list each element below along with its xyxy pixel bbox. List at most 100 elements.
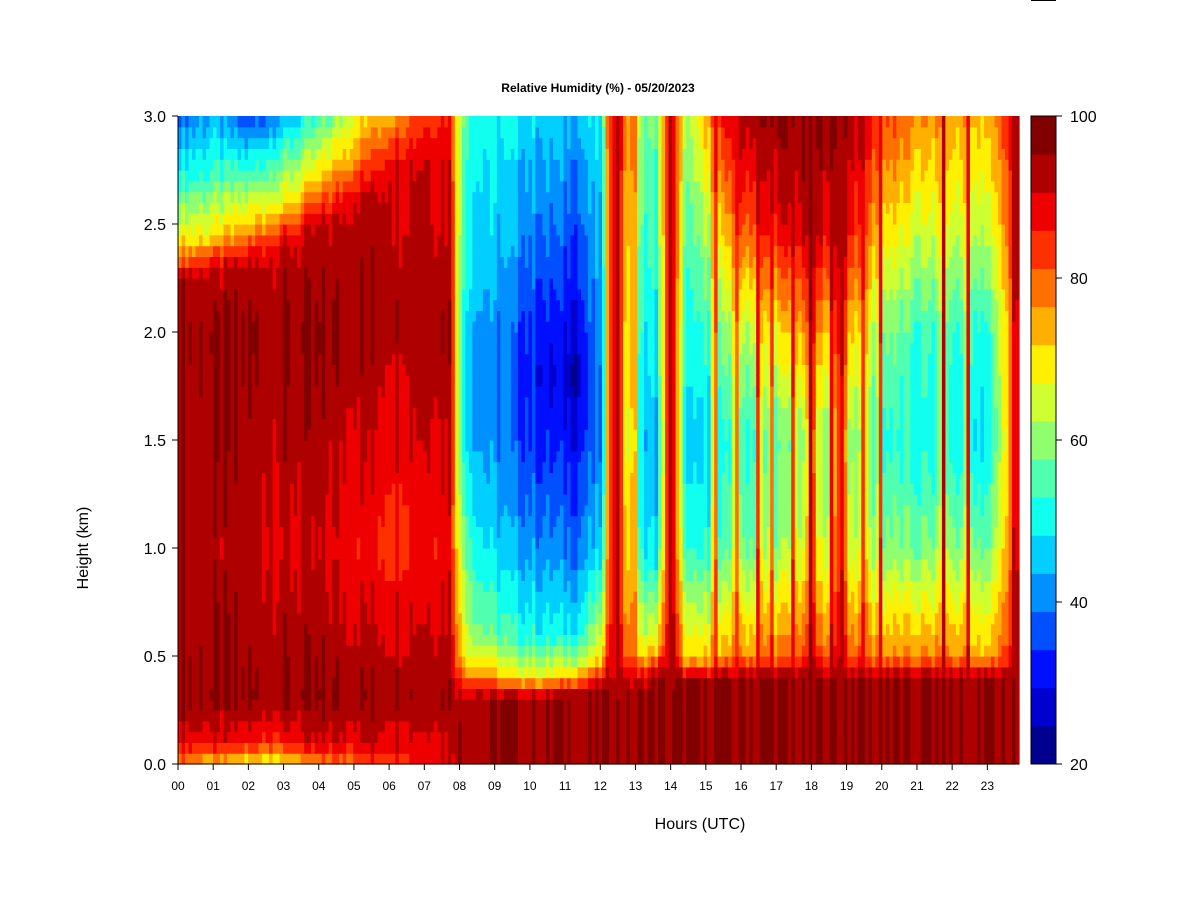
heatmap-cell — [374, 450, 379, 463]
heatmap-cell — [325, 656, 330, 668]
heatmap-cell — [433, 267, 438, 279]
heatmap-cell — [430, 170, 435, 182]
heatmap-cell — [360, 645, 365, 657]
heatmap-cell — [342, 245, 347, 257]
heatmap-cell — [405, 580, 410, 592]
heatmap-cell — [248, 612, 253, 625]
heatmap-cell — [395, 526, 400, 538]
heatmap-cell — [451, 310, 456, 322]
heatmap-cell — [356, 742, 361, 754]
heatmap-cell — [461, 666, 466, 679]
heatmap-cell — [241, 170, 246, 182]
heatmap-cell — [325, 353, 330, 365]
heatmap-cell — [279, 137, 284, 149]
heatmap-cell — [423, 148, 428, 160]
heatmap-cell — [220, 159, 225, 171]
heatmap-cell — [318, 364, 323, 376]
heatmap-cell — [451, 116, 456, 128]
heatmap-cell — [325, 569, 330, 581]
heatmap-cell — [188, 666, 193, 679]
heatmap-cell — [328, 548, 333, 560]
heatmap-cell — [321, 580, 326, 592]
heatmap-cell — [248, 116, 253, 128]
heatmap-cell — [279, 548, 284, 560]
heatmap-cell — [384, 126, 389, 139]
heatmap-cell — [230, 645, 235, 657]
heatmap-cell — [430, 256, 435, 268]
heatmap-cell — [444, 353, 449, 365]
heatmap-cell — [255, 288, 260, 301]
heatmap-cell — [248, 450, 253, 463]
heatmap-cell — [367, 364, 372, 376]
heatmap-cell — [181, 407, 186, 419]
heatmap-cell — [405, 375, 410, 387]
heatmap-cell — [363, 656, 368, 668]
heatmap-cell — [395, 191, 400, 203]
heatmap-cell — [367, 126, 372, 139]
heatmap-cell — [419, 353, 424, 365]
heatmap-cell — [213, 753, 218, 765]
heatmap-cell — [381, 515, 386, 527]
heatmap-cell — [447, 267, 452, 279]
heatmap-cell — [395, 429, 400, 441]
heatmap-cell — [304, 234, 309, 247]
heatmap-cell — [279, 364, 284, 376]
heatmap-cell — [216, 137, 221, 149]
heatmap-cell — [426, 310, 431, 322]
heatmap-cell — [458, 299, 463, 311]
heatmap-cell — [416, 634, 421, 646]
heatmap-cell — [258, 461, 263, 473]
heatmap-cell — [213, 332, 218, 344]
heatmap-cell — [419, 483, 424, 495]
heatmap-cell — [216, 731, 221, 743]
heatmap-cell — [405, 407, 410, 419]
heatmap-cell — [451, 720, 456, 733]
heatmap-cell — [286, 407, 291, 419]
heatmap-cell — [248, 623, 253, 635]
heatmap-cell — [440, 440, 445, 452]
heatmap-cell — [223, 148, 228, 160]
heatmap-cell — [377, 278, 382, 290]
heatmap-cell — [416, 742, 421, 754]
heatmap-cell — [370, 753, 375, 765]
heatmap-cell — [297, 742, 302, 754]
heatmap-cell — [195, 656, 200, 668]
heatmap-cell — [216, 494, 221, 506]
heatmap-cell — [230, 483, 235, 495]
heatmap-cell — [244, 666, 249, 679]
heatmap-cell — [423, 515, 428, 527]
heatmap-cell — [234, 645, 239, 657]
heatmap-cell — [353, 202, 358, 214]
heatmap-cell — [409, 288, 414, 301]
heatmap-cell — [458, 494, 463, 506]
heatmap-cell — [391, 310, 396, 322]
heatmap-cell — [412, 645, 417, 657]
heatmap-cell — [405, 645, 410, 657]
heatmap-cell — [220, 656, 225, 668]
heatmap-cell — [255, 699, 260, 711]
heatmap-cell — [209, 126, 214, 139]
heatmap-cell — [297, 450, 302, 463]
heatmap-cell — [377, 440, 382, 452]
heatmap-cell — [220, 278, 225, 290]
heatmap-cell — [426, 515, 431, 527]
heatmap-cell — [272, 591, 277, 603]
heatmap-cell — [230, 126, 235, 139]
heatmap-cell — [426, 332, 431, 344]
heatmap-cell — [353, 710, 358, 722]
heatmap-cell — [437, 148, 442, 160]
heatmap-cell — [398, 612, 403, 625]
heatmap-cell — [251, 213, 256, 225]
heatmap-cell — [409, 278, 414, 290]
heatmap-cell — [423, 396, 428, 409]
heatmap-cell — [395, 386, 400, 398]
heatmap-cell — [339, 742, 344, 754]
heatmap-cell — [388, 526, 393, 538]
heatmap-cell — [244, 321, 249, 333]
heatmap-cell — [279, 170, 284, 182]
heatmap-cell — [272, 202, 277, 214]
heatmap-cell — [248, 418, 253, 430]
heatmap-cell — [325, 504, 330, 517]
heatmap-cell — [451, 472, 456, 484]
heatmap-cell — [377, 288, 382, 301]
